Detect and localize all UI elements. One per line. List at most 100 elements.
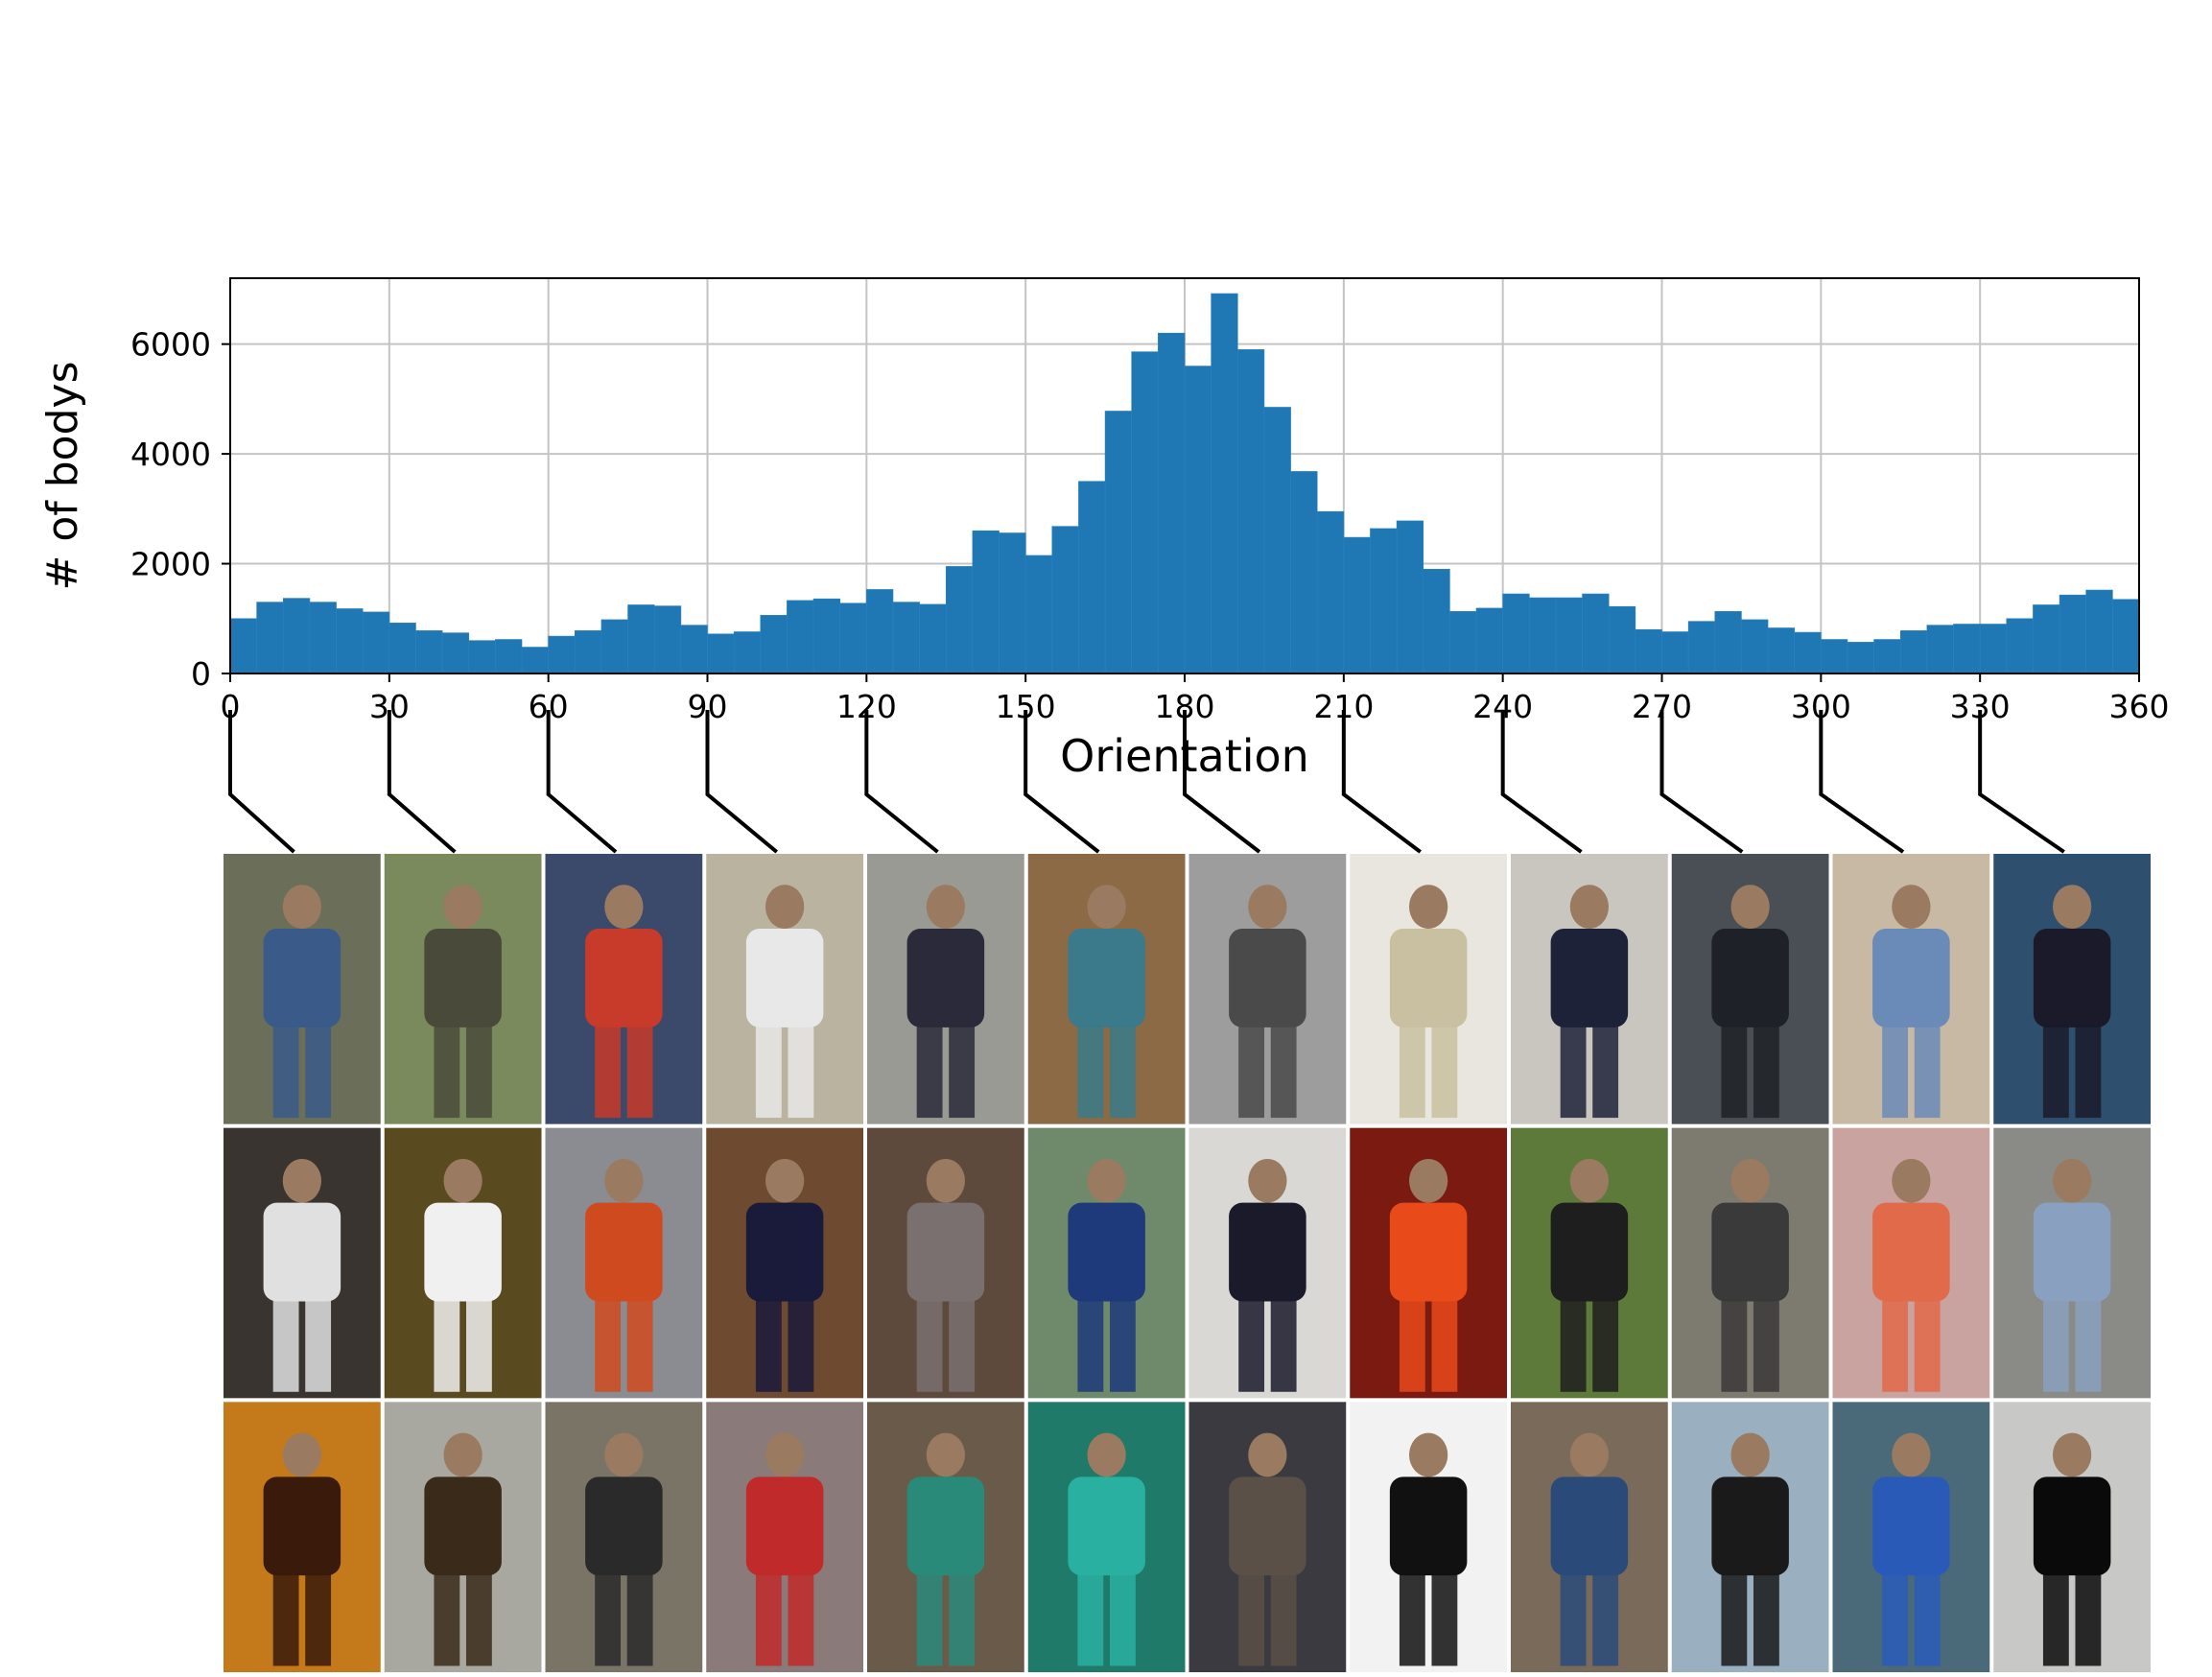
histogram-bar [1396, 520, 1424, 674]
person-leg [305, 1024, 332, 1119]
sample-image [545, 854, 703, 1124]
sample-image [545, 1402, 703, 1672]
connector-line [1341, 710, 1422, 854]
person-head [443, 1158, 482, 1203]
y-tick-label: 2000 [130, 546, 211, 583]
histogram-bar [1926, 625, 1954, 674]
person-torso [424, 928, 502, 1027]
person-torso [424, 1202, 502, 1302]
person-head [1087, 1158, 1126, 1203]
histogram-bar [282, 598, 311, 674]
person-head [1408, 1432, 1448, 1477]
person-torso [745, 1202, 824, 1302]
person-leg [272, 1024, 299, 1119]
person-torso [1068, 1202, 1145, 1302]
person-leg [916, 1024, 943, 1119]
histogram-bar [1449, 611, 1477, 674]
person-leg [2042, 1298, 2069, 1392]
person-torso [745, 1476, 824, 1576]
histogram-bar [1529, 597, 1557, 674]
person-leg [1238, 1024, 1265, 1119]
person-torso [906, 1476, 985, 1576]
person-leg [305, 1572, 332, 1666]
person-leg [1077, 1572, 1104, 1666]
person-leg [755, 1298, 782, 1392]
person-torso [1872, 928, 1950, 1027]
person-torso [263, 1202, 341, 1302]
y-axis-label: # of bodys [38, 362, 87, 591]
histogram-bar [2006, 618, 2034, 674]
sample-image [1993, 1127, 2151, 1399]
person-leg [1109, 1298, 1136, 1392]
person-leg [949, 1572, 976, 1666]
histogram-bar [2112, 599, 2140, 674]
y-tick-label: 6000 [130, 326, 211, 364]
histogram-bar [441, 632, 470, 674]
person-leg [434, 1024, 460, 1119]
histogram-bar [733, 631, 762, 674]
person-head [1730, 1432, 1770, 1477]
sample-image [1350, 1402, 1507, 1672]
histogram-bar [653, 605, 682, 674]
histogram-bar [627, 604, 655, 674]
person-leg [1592, 1024, 1619, 1119]
person-head [443, 1432, 482, 1477]
person-leg [1560, 1024, 1587, 1119]
person-head [2052, 1158, 2092, 1203]
histogram-bar [600, 619, 628, 674]
person-leg [626, 1572, 653, 1666]
person-leg [1560, 1572, 1587, 1666]
histogram-bar [1899, 630, 1928, 674]
person-leg [626, 1298, 653, 1392]
histogram-bar [1714, 611, 1742, 674]
person-leg [1109, 1024, 1136, 1119]
person-leg [1270, 1298, 1297, 1392]
sample-image [706, 1127, 863, 1399]
person-torso [906, 928, 985, 1027]
person-head [282, 1158, 322, 1203]
person-torso [2033, 1202, 2111, 1302]
histogram-bar [575, 630, 602, 674]
sample-image [1027, 1402, 1186, 1672]
person-head [443, 885, 482, 929]
person-head [604, 1158, 644, 1203]
person-torso [585, 928, 663, 1027]
person-leg [1882, 1024, 1909, 1119]
person-head [1730, 1158, 1770, 1203]
sample-image [224, 1127, 381, 1399]
histogram-bars [229, 293, 2140, 674]
connector-line [1500, 710, 1583, 854]
histogram-bar [1184, 366, 1212, 674]
histogram-bar [812, 598, 840, 674]
person-torso [424, 1476, 502, 1576]
sample-image [545, 1127, 703, 1399]
sample-image [1671, 854, 1829, 1124]
person-leg [1399, 1298, 1425, 1392]
y-tick-label: 4000 [130, 436, 211, 473]
histogram-bar [866, 589, 894, 674]
person-leg [2075, 1024, 2102, 1119]
person-head [1892, 885, 1931, 929]
person-torso [745, 928, 824, 1027]
person-leg [788, 1572, 814, 1666]
histogram-bar [919, 603, 947, 674]
histogram-bar [1158, 332, 1186, 674]
person-leg [465, 1298, 492, 1392]
histogram-bar [1343, 536, 1371, 674]
sample-image [1993, 1402, 2151, 1672]
person-leg [1721, 1572, 1748, 1666]
histogram-bar [1741, 619, 1769, 674]
person-leg [916, 1298, 943, 1392]
sample-image [1832, 1127, 1990, 1399]
sample-image [1993, 854, 2151, 1124]
person-head [1087, 1432, 1126, 1477]
histogram-bar [1236, 349, 1265, 674]
person-head [926, 885, 966, 929]
person-torso [263, 1476, 341, 1576]
sample-image [384, 854, 542, 1124]
histogram-bar [787, 600, 814, 674]
histogram-bar [1873, 639, 1901, 674]
histogram-bar [1370, 528, 1398, 674]
person-head [1248, 1158, 1287, 1203]
person-leg [1592, 1572, 1619, 1666]
